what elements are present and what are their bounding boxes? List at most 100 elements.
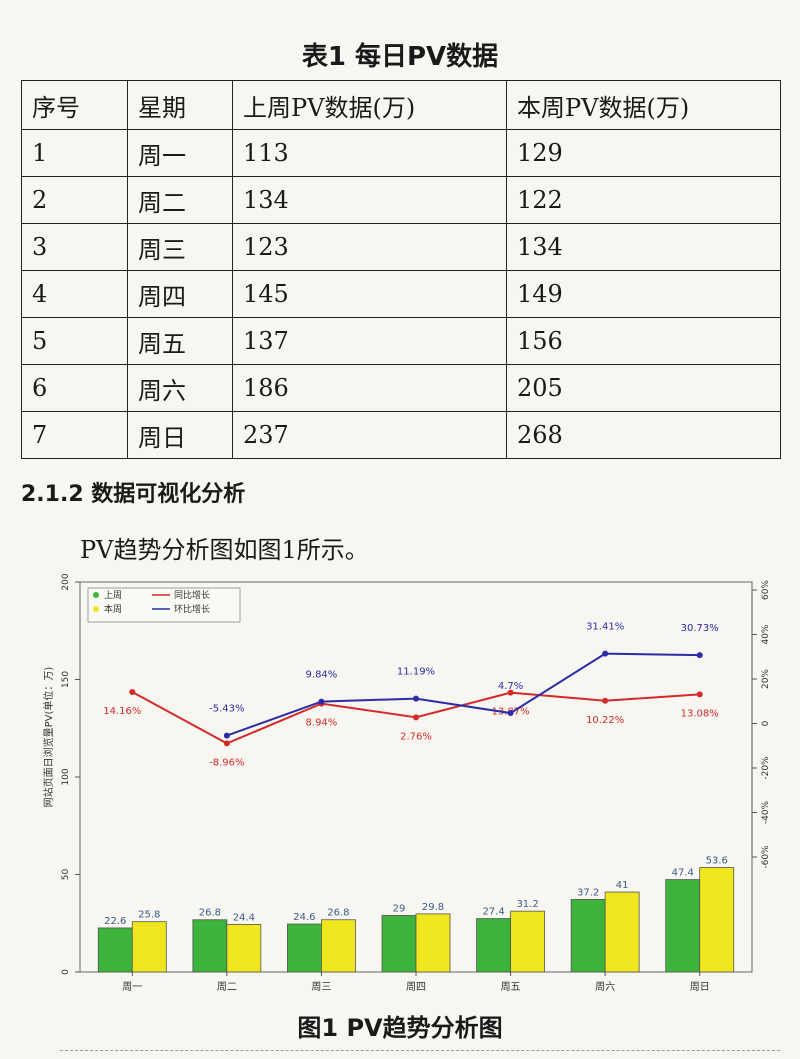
table-cell: 周六	[127, 364, 233, 412]
line-point	[413, 714, 419, 721]
table-caption: 表1 每日PV数据	[301, 42, 499, 72]
table-cell: 1	[21, 129, 128, 177]
y2-axis-tick-label: -60%	[761, 845, 771, 869]
line-point	[318, 698, 325, 705]
bar-data-label: 53.6	[706, 855, 728, 866]
table-cell: 237	[232, 411, 507, 459]
table-row: 3 周三 123 134	[21, 223, 781, 271]
table-cell: 周日	[127, 411, 233, 459]
bar-last-week	[381, 915, 417, 973]
bar-this-week	[699, 867, 735, 973]
bar-this-week	[321, 919, 356, 973]
table-cell: 周五	[127, 317, 233, 365]
bar-data-label: 37.2	[577, 887, 599, 898]
bar-data-label: 31.2	[516, 899, 538, 910]
section-heading: 2.1.2 数据可视化分析	[21, 482, 246, 507]
table-cell: 2	[21, 176, 128, 224]
y2-axis-tick-label: -40%	[761, 800, 771, 824]
table-cell: 周四	[127, 270, 233, 318]
y-axis-tick-label: 0	[61, 969, 71, 975]
line-data-label: 13.08%	[681, 708, 719, 719]
table-row: 1 周一 113 129	[21, 129, 781, 177]
line-data-label: -8.96%	[209, 757, 244, 768]
table-cell: 周二	[127, 176, 233, 224]
body-paragraph: PV趋势分析图如图1所示。	[80, 536, 369, 564]
bar-this-week	[510, 910, 545, 973]
line-point	[129, 688, 136, 695]
table-cell: 186	[232, 364, 507, 412]
x-axis-tick-label: 周六	[595, 981, 615, 993]
bar-this-week	[604, 891, 640, 973]
x-axis-tick-label: 周日	[690, 981, 710, 993]
bar-last-week	[570, 899, 606, 973]
line-data-label: 2.76%	[400, 731, 432, 742]
table-cell: 134	[232, 176, 507, 224]
table-row: 7 周日 237 268	[21, 411, 781, 459]
figure-caption: 图1 PV趋势分析图	[297, 1014, 503, 1042]
legend-label: 环比增长	[174, 603, 210, 615]
line-point	[696, 652, 703, 659]
bar-data-label: 41	[616, 880, 629, 891]
table-cell: 6	[21, 364, 128, 412]
y-axis-tick-label: 100	[61, 768, 71, 785]
table-cell: 4	[21, 270, 128, 318]
line-data-label: 31.41%	[586, 622, 624, 633]
table-row: 2 周二 134 122	[21, 176, 781, 224]
line-point	[223, 740, 230, 747]
bar-last-week	[287, 923, 322, 973]
table-cell: 113	[232, 129, 507, 177]
table-header-row: 序号 星期 上周PV数据(万) 本周PV数据(万)	[21, 80, 781, 130]
x-axis-tick-label: 周二	[217, 981, 237, 993]
bar-data-label: 47.4	[672, 868, 694, 879]
table-row: 4 周四 145 149	[21, 270, 781, 318]
mom-growth-line	[226, 652, 700, 737]
y2-axis-tick-label: 60%	[761, 580, 771, 600]
table-header-cell: 星期	[127, 80, 233, 130]
table-cell: 134	[506, 223, 781, 271]
x-axis-tick-label: 周五	[501, 981, 521, 993]
table-header-cell: 上周PV数据(万)	[232, 80, 507, 130]
table-cell: 129	[506, 129, 781, 177]
x-axis-tick-label: 周三	[311, 981, 331, 993]
line-data-label: 9.84%	[306, 670, 338, 681]
y-axis-label: 网站页面日浏览量PV(单位：万)	[42, 667, 55, 808]
line-data-label: 8.94%	[306, 718, 338, 729]
line-point	[602, 697, 609, 704]
bar-data-label: 24.4	[233, 912, 255, 923]
legend-swatch	[93, 606, 99, 612]
y-axis-tick-label: 50	[61, 869, 71, 881]
bar-last-week	[97, 927, 133, 973]
line-point	[602, 650, 609, 657]
legend-label: 同比增长	[174, 589, 210, 601]
line-data-label: 4.7%	[498, 681, 523, 692]
table-row: 6 周六 186 205	[21, 364, 781, 412]
daily-pv-table: 序号 星期 上周PV数据(万) 本周PV数据(万) 1 周一 113 129 2 周二 13…	[21, 80, 781, 459]
table-cell: 156	[506, 317, 781, 365]
table-cell: 205	[506, 364, 781, 412]
table-cell: 122	[506, 176, 781, 224]
bar-data-label: 24.6	[293, 912, 315, 923]
y2-axis-tick-label: -20%	[761, 756, 771, 780]
y-axis-tick-label: 200	[61, 573, 71, 590]
line-data-label: 14.16%	[103, 706, 141, 717]
table-cell: 5	[21, 317, 128, 365]
x-axis-tick-label: 周一	[122, 981, 142, 993]
pv-trend-chart: 0 50 100 150 200 网站页面日浏览量PV(单位：万) -60% -40% -20%…	[42, 573, 771, 993]
legend-box	[87, 587, 241, 623]
y2-axis-tick-label: 40%	[761, 624, 771, 644]
line-data-label: 11.19%	[397, 667, 435, 678]
y2-axis-tick-label: 20%	[761, 669, 771, 689]
table-cell: 149	[506, 270, 781, 318]
table-header-cell: 序号	[21, 80, 128, 130]
bar-this-week	[415, 913, 451, 973]
y-axis-tick-label: 150	[61, 671, 71, 688]
bar-last-week	[192, 919, 228, 973]
table-cell: 周一	[127, 129, 233, 177]
line-point	[413, 695, 419, 702]
y2-axis-tick-label: 0	[761, 720, 771, 726]
legend-label: 本周	[104, 603, 122, 615]
table-row: 5 周五 137 156	[21, 317, 781, 365]
line-point	[507, 710, 514, 717]
legend-label: 上周	[104, 590, 122, 601]
bar-data-label: 25.8	[138, 910, 160, 921]
